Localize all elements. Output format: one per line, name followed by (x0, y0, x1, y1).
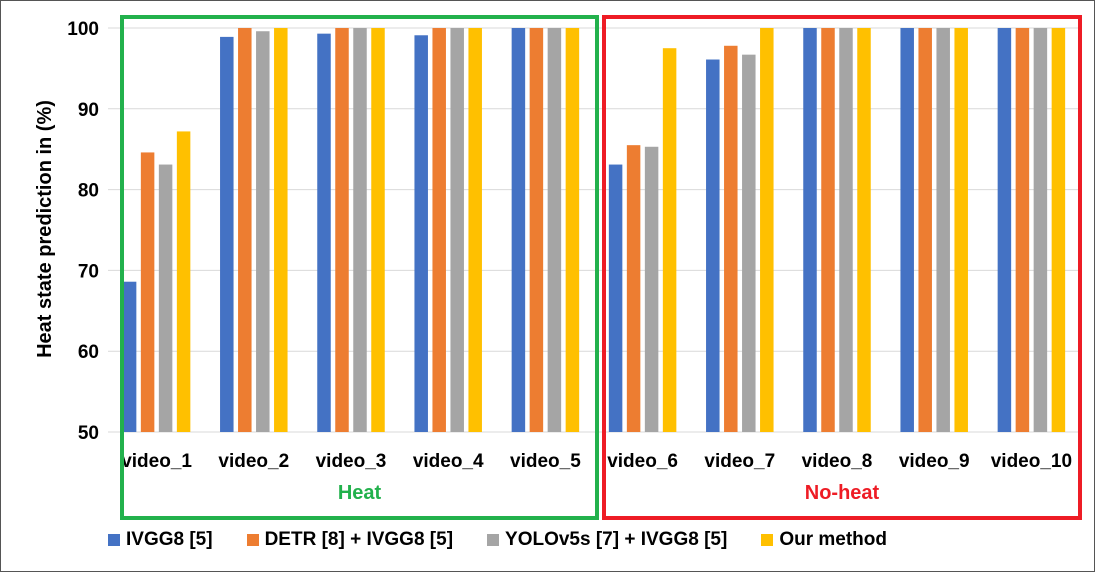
legend: IVGG8 [5] DETR [8] + IVGG8 [5] YOLOv5s [7]… (108, 529, 887, 551)
bar (936, 28, 950, 432)
bar (803, 28, 817, 432)
x-tick-label: video_3 (316, 451, 387, 472)
bar (335, 28, 349, 432)
legend-item: Our method (761, 529, 887, 551)
x-tick-label: video_10 (991, 451, 1072, 472)
x-tick-label: video_7 (704, 451, 775, 472)
bar (468, 28, 482, 432)
legend-item: DETR [8] + IVGG8 [5] (246, 529, 454, 551)
bar (742, 54, 756, 432)
x-tick-label: video_1 (121, 451, 192, 472)
gridlines (108, 27, 1080, 433)
bar (371, 28, 385, 432)
bar (1033, 28, 1048, 432)
bar (140, 152, 155, 432)
y-tick-label: 90 (78, 100, 99, 121)
bar (511, 28, 526, 432)
bar (918, 28, 932, 432)
bar (857, 28, 871, 432)
bars (122, 28, 1066, 433)
group-boxes: Heat No-heat (120, 15, 1082, 520)
bar (274, 28, 288, 432)
legend-item: IVGG8 [5] (108, 529, 213, 551)
x-tick-label: video_5 (510, 451, 581, 472)
bar (176, 131, 191, 432)
y-tick-label: 70 (78, 261, 99, 282)
bar (608, 164, 623, 432)
y-tick-label: 100 (67, 19, 99, 40)
legend-label: DETR [8] + IVGG8 [5] (264, 529, 454, 550)
x-tick-label: video_4 (413, 451, 484, 472)
bar (238, 28, 252, 432)
legend-label: Our method (779, 529, 887, 550)
bar (644, 146, 659, 432)
legend-swatch (108, 534, 120, 546)
bar (954, 28, 968, 432)
x-axis-ticks: video_1 video_2 video_3 video_4 video_5 video… (121, 451, 1072, 472)
bar (724, 45, 738, 432)
bar (529, 28, 544, 432)
bar (1015, 28, 1030, 432)
x-tick-label: video_2 (218, 451, 289, 472)
y-axis-ticks: 50 60 70 80 90 100 (67, 19, 99, 444)
bar (256, 31, 270, 433)
group-label: No-heat (805, 482, 880, 504)
bar (997, 28, 1012, 432)
bar (317, 33, 331, 432)
bar (760, 28, 774, 432)
legend-label: YOLOv5s [7] + IVGG8 [5] (505, 529, 728, 550)
bar (353, 28, 367, 432)
bar (839, 28, 853, 432)
legend-item: YOLOv5s [7] + IVGG8 [5] (487, 529, 727, 551)
bar (432, 28, 446, 432)
bar (547, 28, 562, 432)
bar (565, 28, 580, 432)
legend-swatch (761, 534, 774, 546)
legend-swatch (487, 534, 500, 546)
bar (900, 28, 914, 432)
legend-label: IVGG8 [5] (126, 529, 213, 550)
x-tick-label: video_6 (607, 451, 678, 472)
legend-swatch (246, 534, 259, 546)
bar (821, 28, 835, 432)
bar (626, 145, 641, 432)
bar (706, 59, 720, 433)
y-tick-label: 60 (78, 342, 99, 363)
x-tick-label: video_8 (802, 451, 873, 472)
bar (450, 28, 464, 432)
group-label: Heat (338, 482, 382, 504)
bar (1051, 28, 1066, 432)
bar (662, 48, 677, 432)
y-tick-label: 80 (78, 181, 99, 202)
group-box (602, 15, 1082, 520)
group-box (120, 15, 599, 520)
bar (414, 35, 428, 432)
bar (220, 36, 234, 432)
y-axis-label: Heat state prediction in (%) (34, 100, 56, 358)
x-tick-label: video_9 (899, 451, 970, 472)
bar (158, 164, 173, 432)
bar (122, 281, 137, 432)
y-tick-label: 50 (78, 423, 99, 444)
